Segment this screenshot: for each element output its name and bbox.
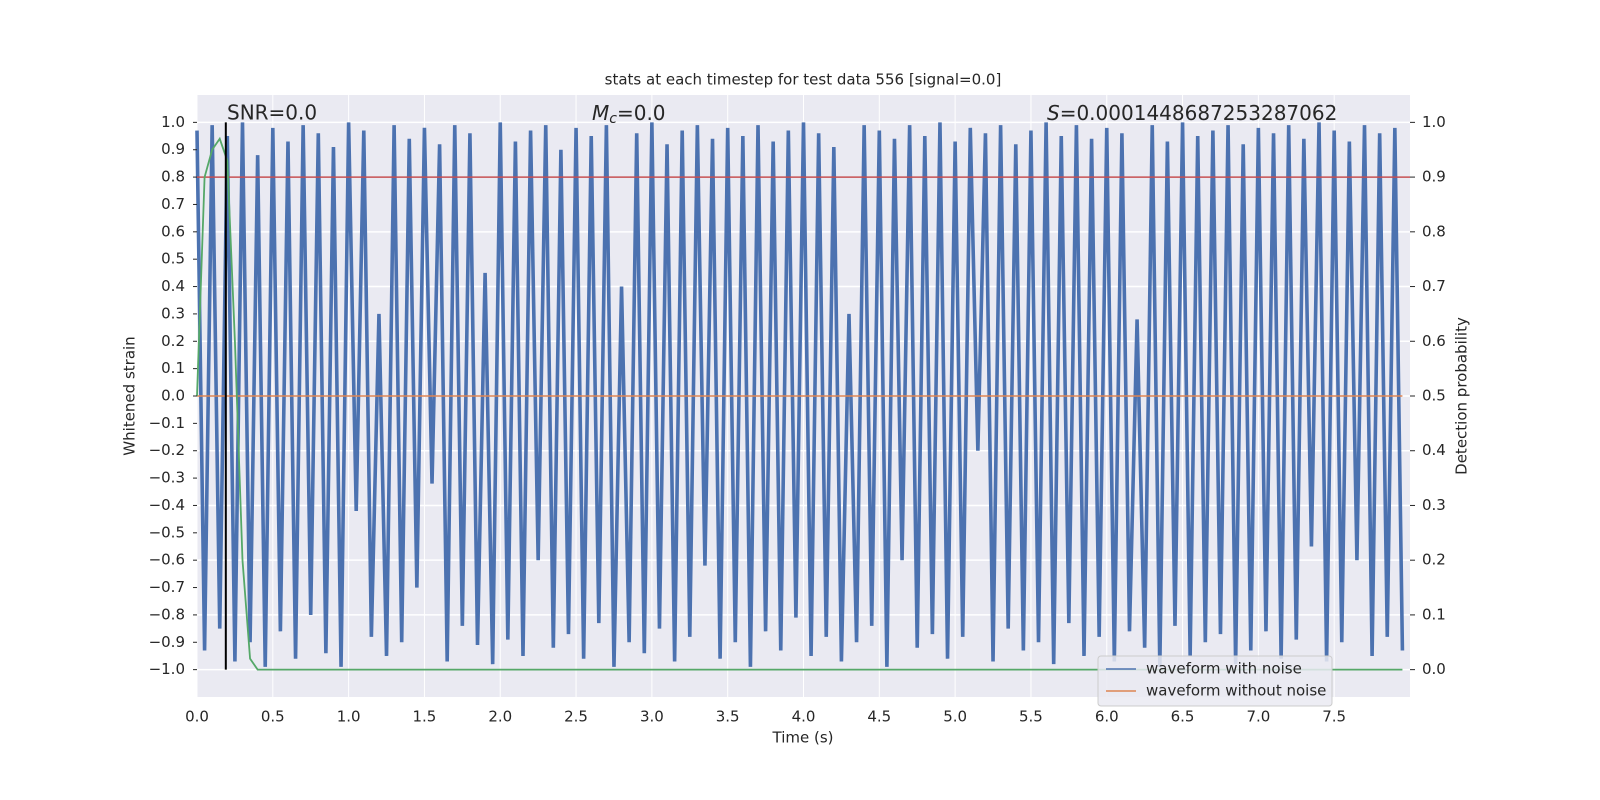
y2-axis-label: Detection probability <box>1453 317 1471 475</box>
legend-label: waveform with noise <box>1146 660 1302 678</box>
x-tick-label: 0.0 <box>185 708 209 726</box>
x-tick-label: 2.0 <box>488 708 512 726</box>
x-tick-label: 3.5 <box>716 708 740 726</box>
x-tick-label: 6.0 <box>1095 708 1119 726</box>
y2-tick-label: 0.5 <box>1422 387 1446 405</box>
y2-tick-label: 0.2 <box>1422 551 1446 569</box>
series-line <box>195 122 1405 667</box>
x-tick-label: 5.5 <box>1019 708 1043 726</box>
y2-tick-label: 0.4 <box>1422 441 1446 459</box>
y-tick-label: −0.2 <box>149 441 185 459</box>
x-tick-label: 0.5 <box>261 708 285 726</box>
y-tick-label: 0.8 <box>161 168 185 186</box>
x-tick-label: 3.0 <box>640 708 664 726</box>
x-tick-label: 5.0 <box>943 708 967 726</box>
y-tick-label: −0.8 <box>149 605 185 623</box>
y-tick-label: −0.7 <box>149 578 185 596</box>
mc-symbol: M <box>592 101 609 125</box>
y-tick-label: −0.9 <box>149 633 185 651</box>
y2-tick-label: 0.0 <box>1422 660 1446 678</box>
y2-tick-label: 0.3 <box>1422 496 1446 514</box>
snr-annotation: SNR=0.0 <box>227 101 317 125</box>
y2-tick-label: 1.0 <box>1422 113 1446 131</box>
x-tick-label: 2.5 <box>564 708 588 726</box>
s-text: =0.0001448687253287062 <box>1060 101 1338 125</box>
y-tick-label: 0.7 <box>161 195 185 213</box>
y-axis-label: Whitened strain <box>121 336 139 455</box>
mc-subscript: c <box>609 111 617 127</box>
x-tick-label: 7.0 <box>1246 708 1270 726</box>
x-tick-label: 1.0 <box>337 708 361 726</box>
y2-tick-label: 0.1 <box>1422 605 1446 623</box>
y-tick-label: 0.6 <box>161 222 185 240</box>
mc-annotation: Mc=0.0 <box>592 101 666 128</box>
y-tick-label: −0.1 <box>149 414 185 432</box>
y-tick-label: 1.0 <box>161 113 185 131</box>
y-tick-label: −0.5 <box>149 523 185 541</box>
x-tick-label: 4.0 <box>792 708 816 726</box>
chart-title: stats at each timestep for test data 556… <box>605 71 1002 89</box>
s-annotation: S=0.0001448687253287062 <box>1047 101 1337 125</box>
x-axis-label: Time (s) <box>772 729 834 747</box>
probability-line <box>196 136 1403 671</box>
y-tick-label: 0.4 <box>161 277 185 295</box>
mc-text: =0.0 <box>617 101 666 125</box>
x-tick-label: 1.5 <box>413 708 437 726</box>
y-tick-label: 0.0 <box>161 387 185 405</box>
y-tick-label: −0.6 <box>149 551 185 569</box>
legend: waveform with noise waveform without nois… <box>1097 655 1333 707</box>
y-tick-label: −0.4 <box>149 496 185 514</box>
x-tick-label: 7.5 <box>1322 708 1346 726</box>
legend-box <box>1097 655 1333 707</box>
s-symbol: S <box>1047 101 1060 125</box>
marks <box>195 122 1410 671</box>
y-tick-label: −0.3 <box>149 469 185 487</box>
y2-tick-label: 0.7 <box>1422 277 1446 295</box>
y-tick-label: 0.9 <box>161 140 185 158</box>
x-tick-label: 6.5 <box>1171 708 1195 726</box>
y-tick-label: 0.2 <box>161 332 185 350</box>
y-tick-label: 0.1 <box>161 359 185 377</box>
y2-tick-label: 0.6 <box>1422 332 1446 350</box>
y-tick-label: −1.0 <box>149 660 185 678</box>
y-tick-label: 0.3 <box>161 304 185 322</box>
x-tick-label: 4.5 <box>867 708 891 726</box>
y2-tick-label: 0.9 <box>1422 168 1446 186</box>
y2-tick-label: 0.8 <box>1422 222 1446 240</box>
legend-label: waveform without noise <box>1146 682 1326 700</box>
y-tick-label: 0.5 <box>161 250 185 268</box>
